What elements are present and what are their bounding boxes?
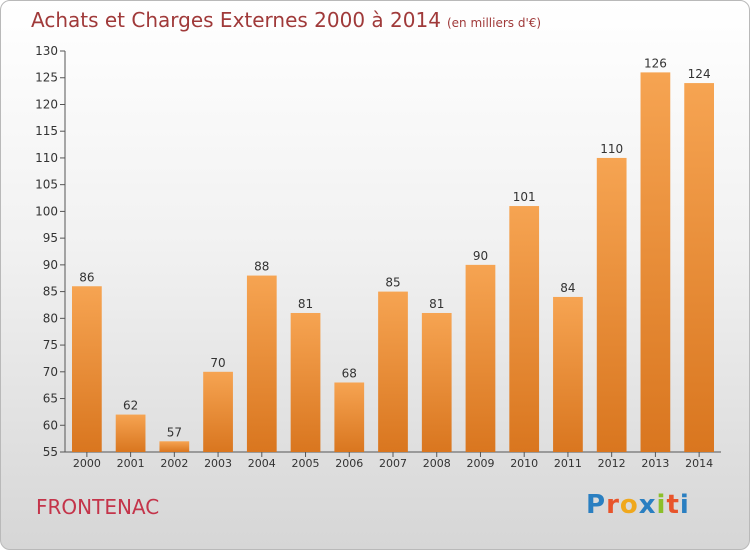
chart-subtitle: (en milliers d'€) <box>446 16 542 30</box>
x-tick-label: 2014 <box>685 457 713 470</box>
logo-letter: r <box>606 490 620 520</box>
logo-letter: o <box>619 490 639 520</box>
bar-value-label: 62 <box>123 399 138 413</box>
y-tick-label: 55 <box>43 445 58 459</box>
bar <box>290 312 321 452</box>
bar <box>159 441 190 452</box>
y-tick-label: 110 <box>35 151 58 165</box>
logo-letter: x <box>638 490 657 520</box>
bar <box>509 206 540 452</box>
chart-title: Achats et Charges Externes 2000 à 2014 <box>31 8 441 32</box>
commune-name: FRONTENAC <box>36 495 160 519</box>
y-tick-label: 75 <box>43 338 58 352</box>
bar-value-label: 110 <box>600 142 623 156</box>
chart-value-labels: 86 62 57 70 88 81 68 85 81 90 101 84 110 126 124 <box>79 56 710 439</box>
y-tick-label: 60 <box>43 418 58 432</box>
logo-letter: P <box>586 490 607 520</box>
bar-value-label: 86 <box>79 270 94 284</box>
bar <box>596 157 627 452</box>
y-tick-label: 115 <box>35 124 58 138</box>
bar-value-label: 68 <box>342 366 357 380</box>
y-tick-label: 90 <box>43 258 58 272</box>
bar-value-label: 101 <box>513 190 536 204</box>
proxiti-logo: Proxiti <box>586 490 690 520</box>
logo-letter: i <box>656 490 667 520</box>
bar <box>334 382 365 452</box>
x-tick-label: 2012 <box>598 457 626 470</box>
bar-value-label: 57 <box>167 425 182 439</box>
bar <box>378 291 408 452</box>
chart-axes: 55 60 65 70 75 80 85 90 95 100 105 110 115 120 125 130 2… <box>35 44 721 470</box>
logo-letter: i <box>679 490 690 520</box>
y-tick-label: 130 <box>35 44 58 58</box>
y-tick-label: 120 <box>35 97 58 111</box>
chart-title-block: Achats et Charges Externes 2000 à 2014 (e… <box>31 8 541 32</box>
x-tick-label: 2013 <box>641 457 669 470</box>
x-tick-label: 2009 <box>466 457 494 470</box>
x-tick-label: 2010 <box>510 457 538 470</box>
bar-value-label: 70 <box>210 356 225 370</box>
chart-bars <box>71 72 715 453</box>
x-tick-label: 2005 <box>292 457 320 470</box>
bar-value-label: 81 <box>298 297 313 311</box>
x-tick-label: 2001 <box>117 457 145 470</box>
x-tick-label: 2002 <box>160 457 188 470</box>
x-tick-label: 2003 <box>204 457 232 470</box>
bar <box>71 286 102 452</box>
x-tick-label: 2006 <box>335 457 363 470</box>
bar-value-label: 81 <box>429 297 444 311</box>
y-tick-label: 70 <box>43 365 58 379</box>
x-tick-label: 2011 <box>554 457 582 470</box>
y-tick-label: 105 <box>35 178 58 192</box>
y-tick-label: 65 <box>43 392 58 406</box>
bar <box>640 72 671 453</box>
bar-value-label: 84 <box>560 281 575 295</box>
x-tick-label: 2008 <box>423 457 451 470</box>
bar-value-label: 124 <box>688 67 711 81</box>
bar-value-label: 88 <box>254 260 269 274</box>
y-tick-label: 95 <box>43 231 58 245</box>
x-tick-label: 2004 <box>248 457 276 470</box>
bar <box>203 371 233 452</box>
bar-value-label: 126 <box>644 56 667 70</box>
y-tick-label: 85 <box>43 285 58 299</box>
x-tick-label: 2007 <box>379 457 407 470</box>
bar-value-label: 85 <box>385 276 400 290</box>
bar-value-label: 90 <box>473 249 488 263</box>
bar <box>246 275 277 452</box>
bar <box>465 264 496 452</box>
bar <box>684 83 715 452</box>
bar <box>553 296 583 452</box>
y-tick-label: 125 <box>35 71 58 85</box>
logo-letter: t <box>666 490 680 520</box>
bar <box>115 414 146 452</box>
bar <box>421 312 452 452</box>
y-tick-label: 100 <box>35 204 58 218</box>
y-tick-label: 80 <box>43 311 58 325</box>
x-tick-label: 2000 <box>73 457 101 470</box>
